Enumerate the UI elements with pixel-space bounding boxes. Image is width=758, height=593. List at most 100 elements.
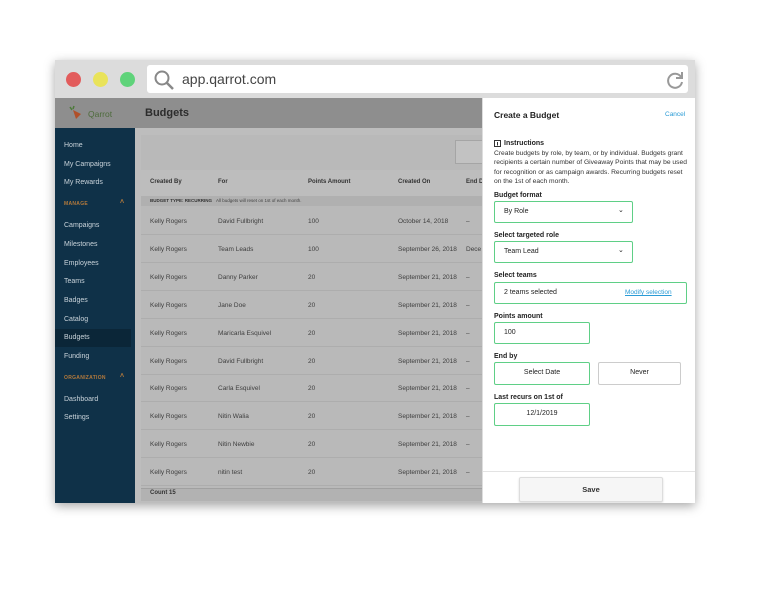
cell: –: [466, 413, 470, 421]
table-row[interactable]: [141, 207, 482, 235]
cell: Kelly Rogers: [150, 413, 187, 421]
url: app.qarrot.com: [182, 71, 277, 87]
cell: David Fullbright: [218, 357, 264, 365]
table-row[interactable]: [141, 291, 482, 319]
cell: Kelly Rogers: [150, 218, 187, 225]
table-row[interactable]: [141, 430, 482, 459]
nav-item[interactable]: My Rewards: [64, 179, 103, 187]
nav-item[interactable]: Dashboard: [64, 395, 99, 403]
column-header[interactable]: End D: [466, 179, 484, 185]
cell: Kelly Rogers: [150, 245, 187, 253]
cell: –: [466, 385, 470, 393]
save-button[interactable]: Save: [519, 477, 663, 502]
chevron: ˄: [120, 199, 125, 207]
table-row[interactable]: [141, 319, 482, 347]
points-input[interactable]: 100: [494, 322, 590, 344]
cell: September 21, 2018: [398, 469, 457, 477]
cell: –: [466, 441, 470, 449]
cell: Kelly Rogers: [150, 469, 187, 477]
nav-item[interactable]: Funding: [64, 353, 90, 360]
nav-item[interactable]: Catalog: [64, 315, 89, 323]
teams-value: 2 teams selected: [504, 289, 557, 296]
select-value: By Role: [504, 208, 529, 215]
nav-item[interactable]: Employees: [64, 259, 99, 267]
maximize-button[interactable]: [120, 72, 135, 87]
cell: 20: [308, 385, 316, 393]
budget-format-select[interactable]: By Role ⌄: [494, 201, 633, 223]
create-budget-panel: Create a Budget Cancel Instructions Crea…: [482, 98, 695, 503]
cell: Kelly Rogers: [150, 301, 187, 309]
table-row[interactable]: [141, 235, 482, 263]
column-header[interactable]: For: [218, 179, 228, 185]
nav-item[interactable]: Home: [64, 142, 83, 149]
page-title: Budgets: [145, 107, 189, 119]
logo-text: Qarrot: [88, 109, 113, 119]
column-header[interactable]: Created By: [150, 179, 182, 185]
nav-item[interactable]: Settings: [64, 414, 90, 422]
cell: 20: [308, 469, 316, 477]
column-header[interactable]: Created On: [398, 179, 431, 185]
field-label: End by: [494, 353, 518, 360]
nav-item[interactable]: Badges: [64, 296, 88, 304]
cell: –: [466, 218, 470, 225]
page-header: [135, 98, 482, 128]
never-option[interactable]: Never: [598, 362, 681, 385]
minimize-button[interactable]: [93, 72, 108, 87]
cell: September 21, 2018: [398, 385, 457, 393]
option-text: Never: [630, 369, 649, 376]
table-row[interactable]: [141, 263, 482, 291]
cell: September 21, 2018: [398, 273, 457, 281]
info-icon: [494, 140, 501, 147]
cell: Danny Parker: [218, 273, 258, 281]
nav-section-heading: ORGANIZATION: [64, 374, 106, 381]
budgets-table: Created By For Points Amount Created On End …: [141, 170, 484, 501]
cell: 20: [308, 441, 316, 449]
date-input[interactable]: 12/1/2019: [494, 403, 590, 426]
modify-link[interactable]: Modify selection: [625, 289, 672, 296]
select-value: Team Lead: [504, 248, 539, 255]
table-row[interactable]: [141, 347, 482, 375]
teams-field: 2 teams selected Modify selection: [494, 282, 687, 304]
nav-item[interactable]: Budgets: [64, 334, 90, 342]
role-select[interactable]: Team Lead ⌄: [494, 241, 633, 263]
nav-item[interactable]: Milestones: [64, 240, 98, 248]
instructions-text: Create budgets by role, by team, or by i…: [494, 150, 687, 186]
nav-item[interactable]: Campaigns: [64, 222, 100, 230]
reload-icon[interactable]: [665, 70, 685, 90]
cell: 20: [308, 329, 316, 337]
cell: September 21, 2018: [398, 329, 457, 337]
search-icon: [154, 70, 174, 90]
cancel-link[interactable]: Cancel: [665, 111, 686, 118]
field-label: Select targeted role: [494, 232, 559, 239]
field-label: Select teams: [494, 272, 537, 279]
chevron: ⌄: [618, 207, 624, 214]
table-row[interactable]: [141, 402, 482, 431]
cell: –: [466, 469, 470, 477]
table-footer: [141, 488, 482, 501]
cell: October 14, 2018: [398, 218, 449, 225]
toolbar-button[interactable]: [455, 140, 486, 164]
browser-window: app.qarrot.com Qarrot Home My Campaigns My…: [55, 60, 695, 503]
cell: Kelly Rogers: [150, 329, 187, 337]
cell: –: [466, 329, 470, 337]
close-button[interactable]: [66, 72, 81, 87]
column-header[interactable]: Points Amount: [308, 179, 351, 185]
sidebar: Home My Campaigns My Rewards MANAGE ˄ Campaig…: [55, 128, 135, 503]
nav-item[interactable]: My Campaigns: [64, 160, 111, 168]
address-bar[interactable]: [147, 65, 688, 93]
instructions-heading: Instructions: [504, 140, 545, 147]
table-row[interactable]: [141, 458, 482, 487]
row-count: Count 15: [150, 490, 176, 496]
cell: Dece: [466, 245, 482, 253]
cell: September 21, 2018: [398, 357, 457, 365]
nav-section-heading: MANAGE: [64, 201, 89, 208]
cell: Nitin Walia: [218, 413, 249, 421]
select-date-option[interactable]: Select Date: [494, 362, 590, 385]
table-row[interactable]: [141, 374, 482, 403]
nav-item[interactable]: Teams: [64, 278, 85, 286]
cell: 100: [308, 218, 319, 225]
cell: Kelly Rogers: [150, 385, 187, 393]
cell: –: [466, 357, 470, 365]
field-label: Last recurs on 1st of: [494, 394, 563, 401]
